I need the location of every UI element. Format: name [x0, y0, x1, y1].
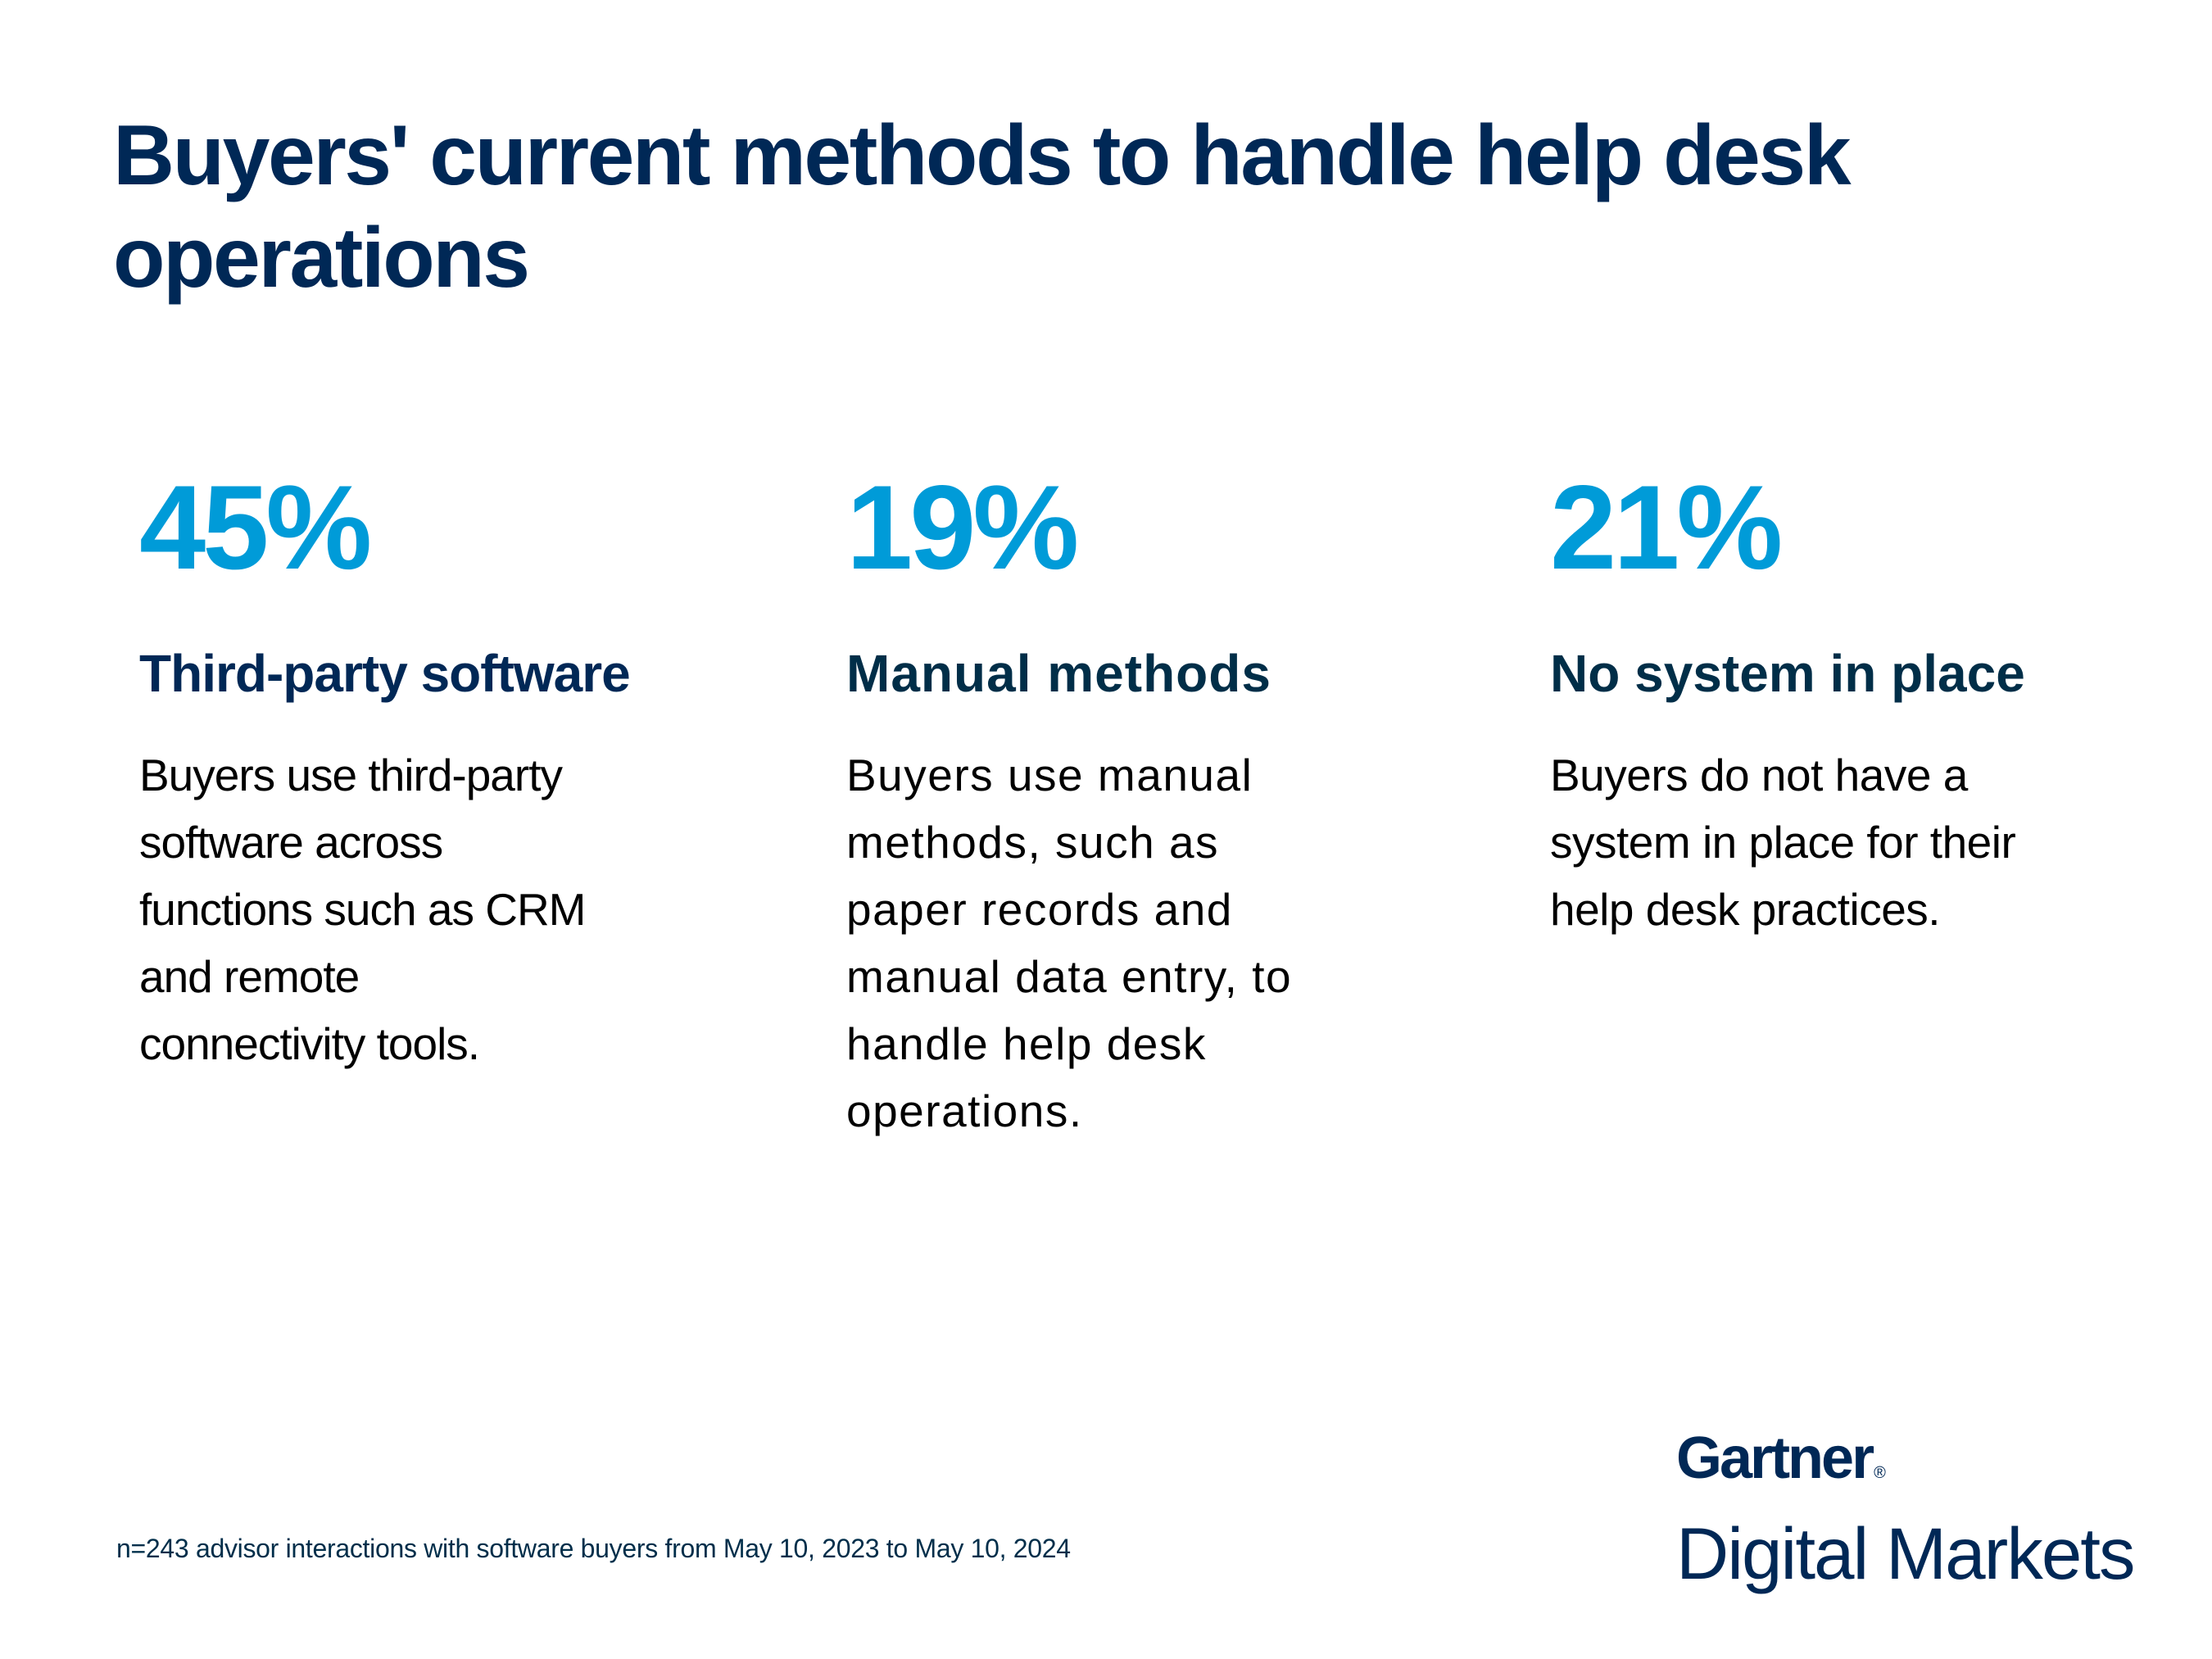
description-line: Buyers use manual: [846, 750, 1253, 800]
stat-value: 21%: [1550, 460, 1783, 594]
registered-trademark-icon: ®: [1874, 1464, 1886, 1482]
description-line: and remote: [139, 951, 360, 1002]
stat-description: Buyers use third-party software across f…: [139, 741, 680, 1077]
logo-subtitle: Digital Markets: [1676, 1512, 2136, 1594]
description-line: paper records and: [846, 884, 1233, 935]
description-line: functions such as CRM: [139, 884, 587, 935]
description-line: system in place for their: [1550, 817, 2016, 868]
description-line: Buyers use third-party: [139, 750, 563, 800]
stat-description: Buyers do not have a system in place for…: [1550, 741, 2124, 943]
stat-value: 19%: [846, 460, 1079, 594]
description-line: software across: [139, 817, 443, 868]
description-line: operations.: [846, 1086, 1083, 1136]
stat-value: 45%: [139, 460, 372, 594]
page-title: Buyers' current methods to handle help d…: [113, 108, 1852, 306]
description-line: connectivity tools.: [139, 1018, 480, 1069]
description-line: manual data entry, to: [846, 951, 1293, 1002]
logo-brand: Gartner ®: [1676, 1424, 2134, 1507]
stat-heading: Manual methods: [846, 644, 1271, 703]
description-line: methods, such as: [846, 817, 1220, 868]
stat-description: Buyers use manual methods, such as paper…: [846, 741, 1371, 1145]
description-line: Buyers do not have a: [1550, 750, 1968, 800]
gartner-digital-markets-logo: Gartner ® Digital Markets: [1676, 1424, 2136, 1594]
description-line: help desk practices.: [1550, 884, 1941, 935]
sample-size-footnote: n=243 advisor interactions with software…: [116, 1534, 1071, 1563]
logo-brand-text: Gartner: [1676, 1426, 1874, 1491]
description-line: handle help desk: [846, 1018, 1207, 1069]
stat-heading: No system in place: [1550, 644, 2025, 703]
stat-heading: Third-party software: [139, 644, 631, 703]
